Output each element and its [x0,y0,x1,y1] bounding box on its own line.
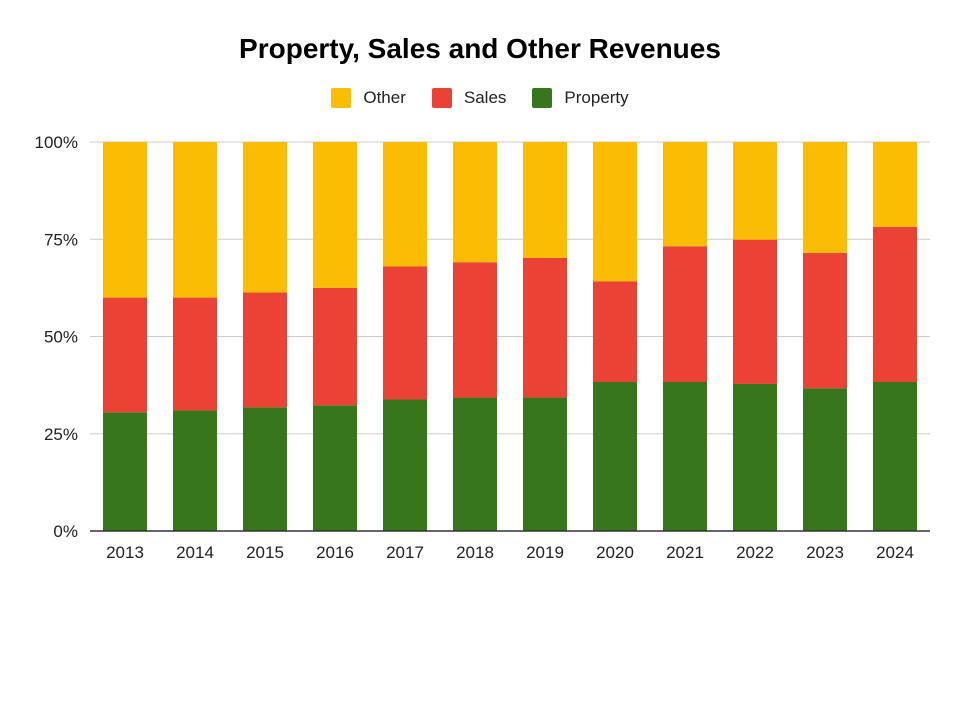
bar-segment-property [803,388,847,531]
x-tick-label: 2023 [806,543,844,562]
bar-segment-sales [103,297,147,413]
x-tick-label: 2022 [736,543,774,562]
bar-segment-other [733,142,777,240]
y-tick-label: 100% [35,133,78,152]
x-tick-label: 2021 [666,543,704,562]
legend-label: Sales [463,88,507,107]
x-tick-label: 2024 [876,543,914,562]
bar-segment-other [593,142,637,282]
bar-segment-other [103,142,147,298]
bar-segment-other [663,142,707,247]
bar-segment-other [173,142,217,298]
bar-segment-sales [453,262,497,398]
x-tick-label: 2013 [106,543,144,562]
bar-segment-sales [243,292,287,408]
legend-swatch [331,88,352,108]
bar-segment-other [383,142,427,267]
bar-segment-sales [803,252,847,389]
bar-segment-other [243,142,287,293]
bar-segment-property [593,382,637,531]
legend-swatch [431,88,452,108]
legend-label: Other [363,88,406,107]
x-tick-label: 2018 [456,543,494,562]
legend-item-property: Property [532,88,629,108]
bar-segment-sales [733,239,777,384]
y-tick-label: 25% [44,425,78,444]
legend-item-sales: Sales [431,88,507,108]
bar-segment-property [313,405,357,531]
bar-segment-other [873,142,917,227]
bar-segment-sales [873,226,917,383]
bar-segment-property [733,383,777,531]
y-tick-label: 50% [44,328,78,347]
bar-segment-property [103,412,147,531]
x-tick-label: 2015 [246,543,284,562]
bar-segment-property [173,410,217,531]
bar-segment-property [243,407,287,531]
y-tick-label: 75% [44,230,78,249]
legend-label: Property [564,88,629,107]
bar-segment-other [453,142,497,263]
x-tick-label: 2019 [526,543,564,562]
x-tick-label: 2016 [316,543,354,562]
bar-segment-property [523,397,567,531]
bar-segment-sales [383,266,427,400]
y-tick-label: 0% [53,522,78,541]
bar-segment-sales [663,246,707,383]
bar-segment-property [873,382,917,531]
bar-segment-property [663,382,707,531]
bar-segment-other [523,142,567,258]
legend: Other Sales Property [0,86,960,110]
bar-segment-sales [313,287,357,406]
x-tick-label: 2014 [176,543,214,562]
bar-segment-sales [593,281,637,383]
x-tick-label: 2020 [596,543,634,562]
legend-item-other: Other [331,88,406,108]
x-tick-label: 2017 [386,543,424,562]
legend-swatch [532,88,553,108]
bar-segment-sales [173,297,217,411]
bar-segment-other [803,142,847,253]
bar-segment-property [383,399,427,531]
bar-segment-other [313,142,357,288]
chart-title: Property, Sales and Other Revenues [239,33,721,64]
bar-segment-property [453,397,497,531]
bar-segment-sales [523,257,567,398]
